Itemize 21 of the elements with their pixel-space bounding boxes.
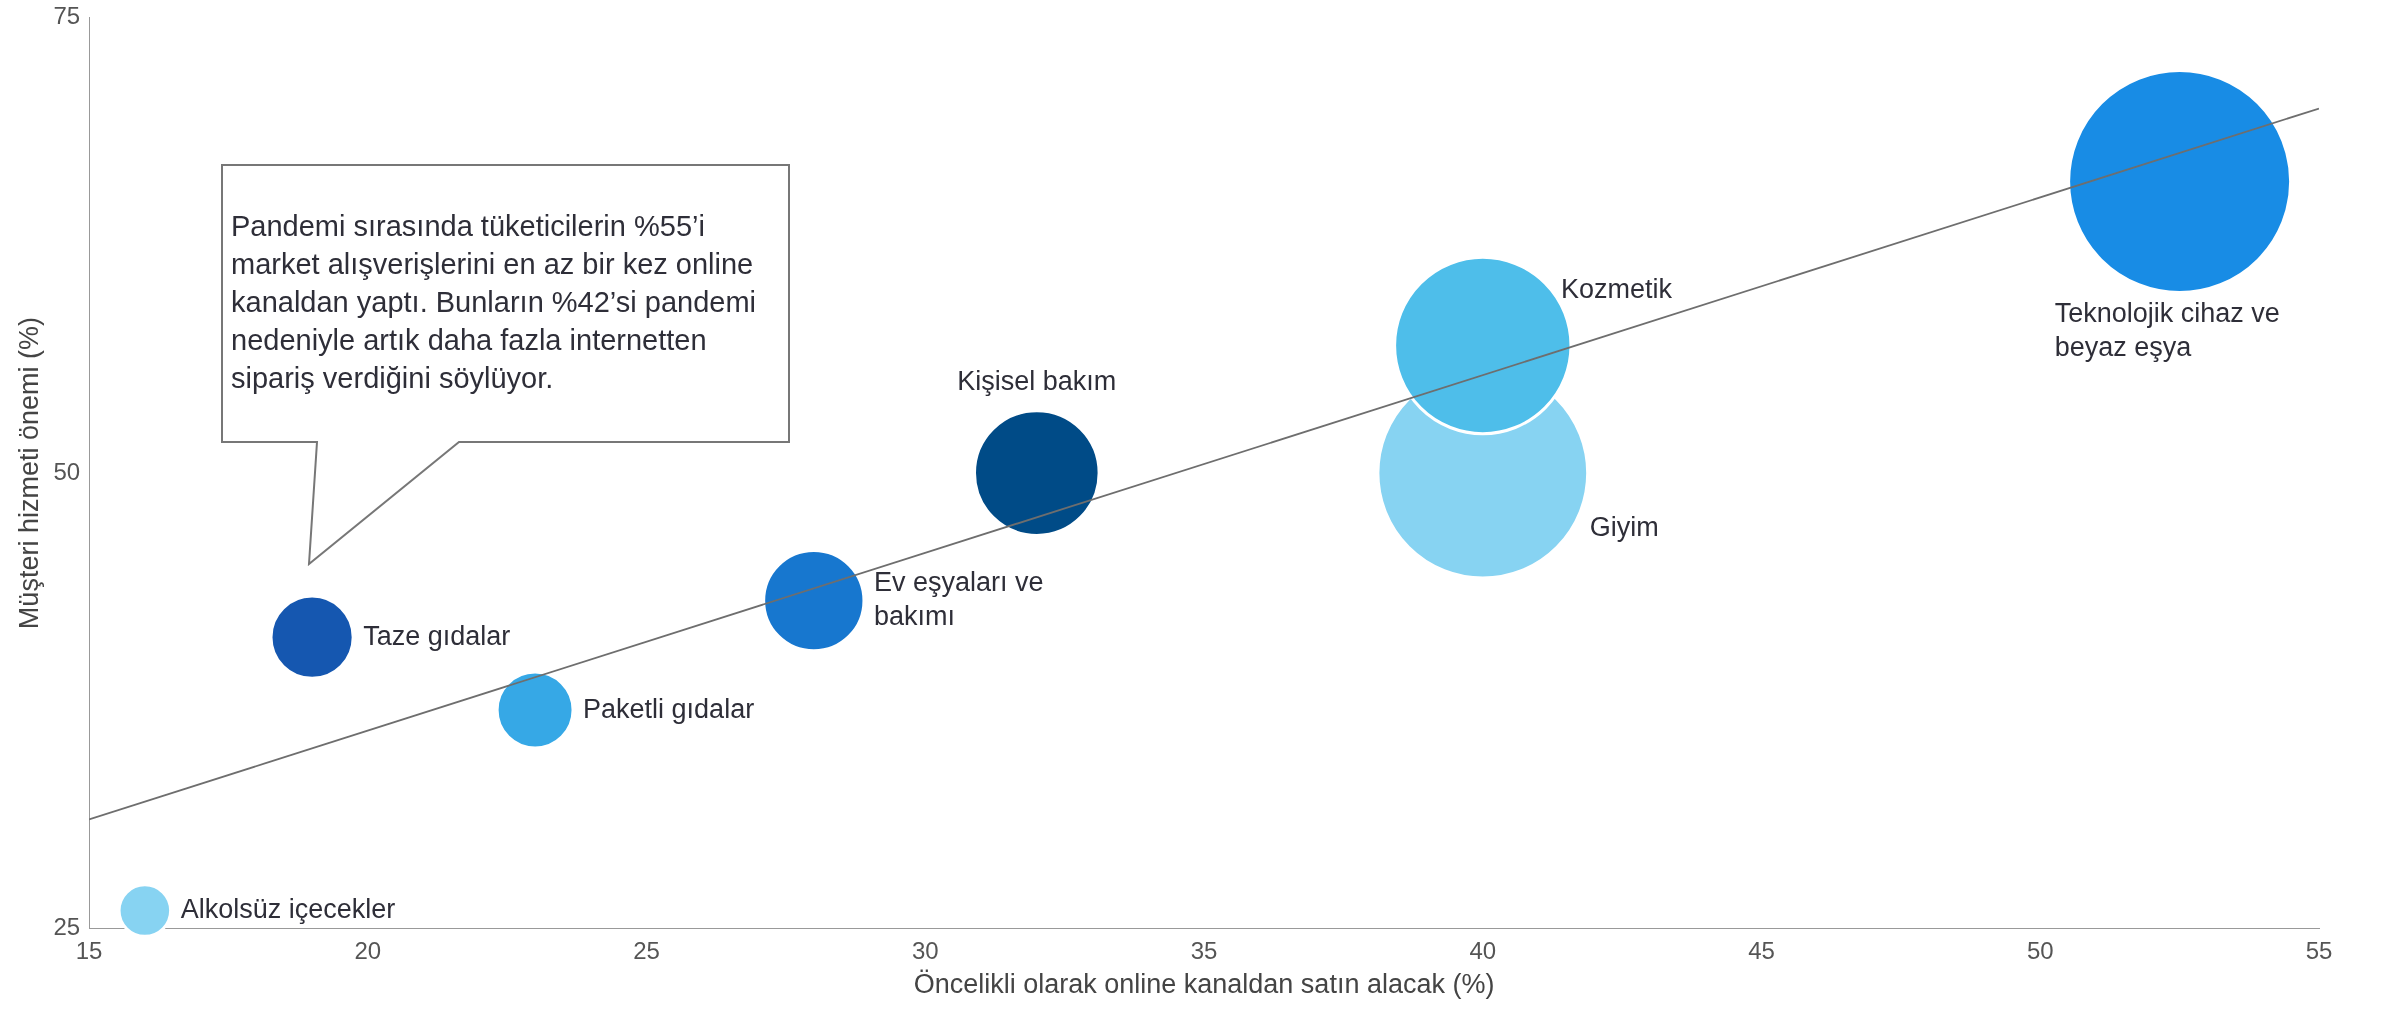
- y-axis-title: Müşteri hizmeti önemi (%): [13, 317, 44, 630]
- y-tick-label: 50: [53, 457, 81, 485]
- x-tick-label: 40: [1469, 936, 1497, 964]
- x-tick-label: 55: [2305, 936, 2333, 964]
- x-tick-label: 25: [633, 936, 660, 964]
- x-axis-title: Öncelikli olarak online kanaldan satın alacak (%): [913, 969, 1495, 1000]
- series-label: Alkolsüz içecekler: [180, 894, 396, 925]
- series-label: Teknolojik cihaz ve beyaz eşya: [2054, 297, 2280, 362]
- series-label: Kozmetik: [1560, 273, 1673, 304]
- annotation: Pandemi sırasında tüketicilerin %55’i market alışverişlerini en az bir kez online kanaldan yaptı. Bunların %42’si pandemi nedeniyle artık daha fazla internetten sipariş verdiğini söylüyor.: [230, 209, 758, 396]
- series-label: Taze gıdalar: [363, 620, 511, 651]
- series-label: Kişisel bakım: [957, 366, 1117, 397]
- x-tick-label: 30: [911, 936, 939, 964]
- series-label: Giyim: [1589, 511, 1659, 542]
- x-tick-label: 20: [354, 936, 382, 964]
- y-tick-label: 75: [53, 2, 81, 30]
- x-tick-label: 45: [1748, 936, 1775, 964]
- series-label: Ev eşyaları ve bakımı: [873, 567, 1044, 632]
- x-tick-label: 35: [1190, 936, 1218, 964]
- series-label: Paketli gıdalar: [583, 693, 755, 724]
- x-tick-label: 50: [2026, 936, 2054, 964]
